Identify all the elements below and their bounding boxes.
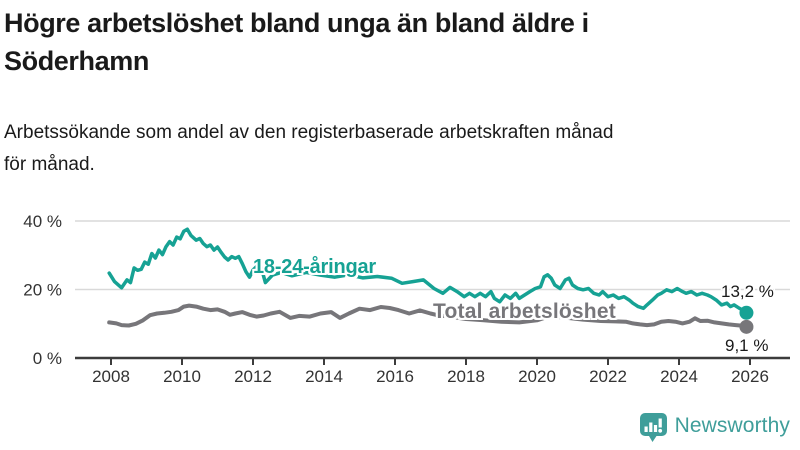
title-line-2: Söderhamn	[4, 46, 149, 76]
title-line-1: Högre arbetslöshet bland unga än bland ä…	[4, 8, 589, 38]
chart-subtitle: Arbetssökande som andel av den registerb…	[4, 117, 764, 181]
series-line-young	[107, 227, 749, 315]
x-tick-label: 2020	[518, 367, 556, 386]
newsworthy-wordmark: Newsworthy	[674, 414, 790, 437]
x-tick-label: 2008	[92, 367, 130, 386]
y-tick-label: 40 %	[23, 212, 62, 231]
x-tick-label: 2012	[234, 367, 272, 386]
subtitle-line-2: för månad.	[4, 154, 95, 175]
series-line-total	[107, 303, 749, 329]
y-tick-label: 20 %	[23, 281, 62, 300]
x-tick-label: 2022	[589, 367, 627, 386]
end-value-label-total: 9,1 %	[725, 336, 769, 355]
end-value-label-young: 13,2 %	[721, 282, 774, 301]
series-label-young: 18-24-åringar	[253, 256, 377, 278]
end-dot-young	[739, 305, 754, 320]
x-tick-label: 2024	[660, 367, 698, 386]
x-tick-label: 2010	[163, 367, 201, 386]
y-tick-label: 0 %	[33, 349, 62, 368]
page-title: Högre arbetslöshet bland unga än bland ä…	[4, 4, 704, 80]
end-dot-total	[739, 319, 754, 334]
newsworthy-logo-icon	[639, 413, 667, 442]
x-tick-label: 2014	[305, 367, 343, 386]
newsworthy-branding: Newsworthy	[637, 410, 790, 442]
subtitle-line-1: Arbetssökande som andel av den registerb…	[4, 122, 614, 143]
series-label-total: Total arbetslöshet	[433, 300, 616, 323]
x-tick-label: 2018	[447, 367, 485, 386]
x-tick-label: 2026	[731, 367, 769, 386]
x-tick-label: 2016	[376, 367, 414, 386]
